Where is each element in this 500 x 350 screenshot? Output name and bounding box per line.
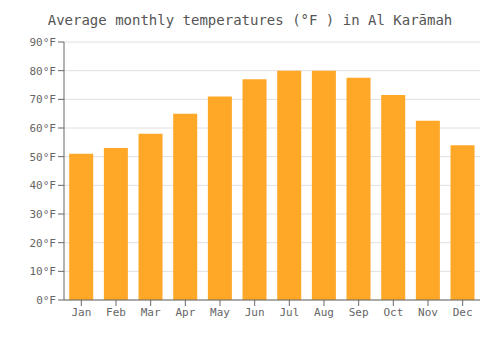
svg-text:Nov: Nov: [418, 306, 438, 319]
svg-text:Dec: Dec: [453, 306, 473, 319]
svg-text:Apr: Apr: [175, 306, 195, 319]
svg-text:Sep: Sep: [349, 306, 369, 319]
svg-text:Jul: Jul: [279, 306, 299, 319]
svg-text:60°F: 60°F: [30, 122, 57, 135]
svg-text:Aug: Aug: [314, 306, 334, 319]
svg-text:30°F: 30°F: [30, 208, 57, 221]
svg-text:Mar: Mar: [141, 306, 161, 319]
svg-text:90°F: 90°F: [30, 36, 57, 49]
svg-text:Jun: Jun: [245, 306, 265, 319]
svg-text:80°F: 80°F: [30, 65, 57, 78]
svg-text:Oct: Oct: [383, 306, 403, 319]
svg-text:10°F: 10°F: [30, 265, 57, 278]
svg-text:20°F: 20°F: [30, 237, 57, 250]
svg-text:0°F: 0°F: [36, 294, 56, 307]
svg-text:50°F: 50°F: [30, 151, 57, 164]
svg-text:Jan: Jan: [71, 306, 91, 319]
svg-text:Feb: Feb: [106, 306, 126, 319]
html-text:Average monthly temperatures (: Average monthly temperatures (°F ) in Al…: [47, 12, 453, 28]
svg-text:70°F: 70°F: [30, 93, 57, 106]
svg-text:40°F: 40°F: [30, 179, 57, 192]
svg-text:May: May: [210, 306, 230, 319]
